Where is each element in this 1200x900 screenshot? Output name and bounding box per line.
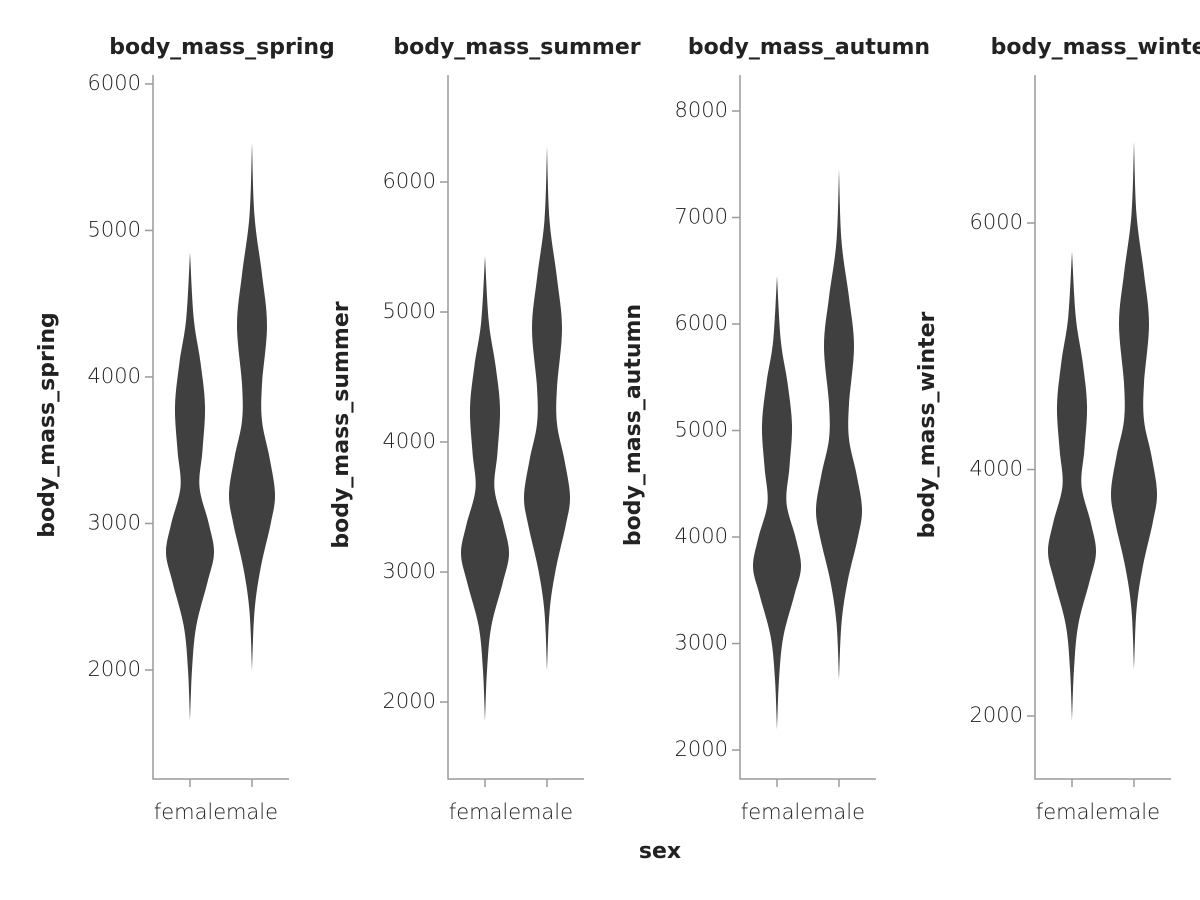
y-tick-label: 3000 — [675, 631, 728, 655]
violin — [523, 146, 571, 671]
y-tick-label: 6000 — [383, 169, 436, 193]
violin — [1047, 251, 1097, 721]
y-tick-label: 6000 — [970, 210, 1023, 234]
violin — [815, 169, 863, 680]
y-tick-label: 5000 — [383, 299, 436, 323]
y-tick-label: 4000 — [675, 524, 728, 548]
axis-line — [152, 75, 289, 780]
violin — [460, 256, 510, 722]
axis-line — [739, 75, 876, 780]
axis-line — [1034, 75, 1171, 780]
y-tick-label: 6000 — [675, 311, 728, 335]
y-tick-label: 2000 — [675, 737, 728, 761]
x-tick-label: male — [1108, 800, 1160, 824]
y-tick-label: 2000 — [383, 689, 436, 713]
x-tick-label: male — [521, 800, 573, 824]
chart-title: body_mass_autumn — [688, 35, 930, 60]
x-tick-label: male — [226, 800, 278, 824]
axis-line — [447, 75, 584, 780]
chart-title: body_mass_spring — [109, 35, 335, 60]
x-tick-label: female — [449, 800, 521, 824]
chart-title: body_mass_summer — [393, 35, 640, 60]
violin — [228, 142, 276, 670]
y-tick-label: 3000 — [88, 510, 141, 534]
y-tick-label: 5000 — [88, 217, 141, 241]
y-axis-label: body_mass_autumn — [621, 304, 646, 546]
y-tick-label: 8000 — [675, 98, 728, 122]
y-axis-label: body_mass_winter — [915, 311, 940, 538]
x-tick-label: male — [813, 800, 865, 824]
violin — [752, 276, 802, 730]
y-tick-label: 5000 — [675, 418, 728, 442]
violin — [1110, 141, 1158, 670]
y-tick-label: 3000 — [383, 559, 436, 583]
chart-title: body_mass_winter — [991, 35, 1200, 60]
x-tick-label: female — [741, 800, 813, 824]
x-tick-label: female — [1036, 800, 1108, 824]
y-axis-label: body_mass_spring — [35, 312, 60, 538]
y-tick-label: 2000 — [970, 703, 1023, 727]
violin — [165, 252, 215, 722]
y-axis-label: body_mass_summer — [329, 301, 354, 548]
y-tick-label: 4000 — [383, 429, 436, 453]
y-tick-label: 4000 — [970, 457, 1023, 481]
x-axis-label: sex — [639, 839, 681, 864]
y-tick-label: 7000 — [675, 205, 728, 229]
x-tick-label: female — [154, 800, 226, 824]
y-tick-label: 4000 — [88, 364, 141, 388]
y-tick-label: 6000 — [88, 71, 141, 95]
y-tick-label: 2000 — [88, 657, 141, 681]
